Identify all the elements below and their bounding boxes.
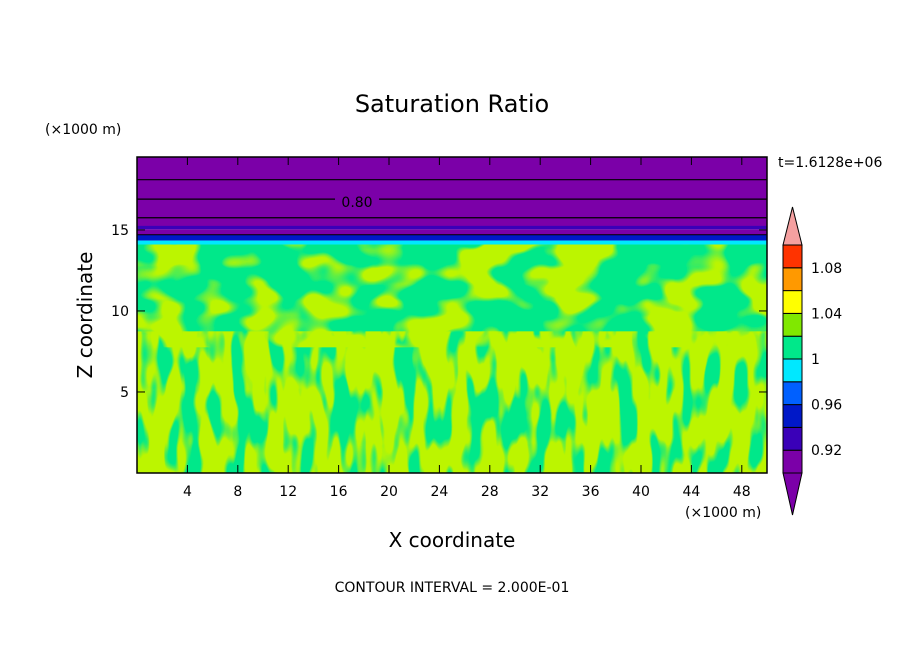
x-tick-label: 36 xyxy=(582,484,600,500)
band-deep-blue xyxy=(137,225,767,230)
x-tick-label: 20 xyxy=(380,484,398,500)
colorbar: 0.92 0.96 1 1.04 1.08 xyxy=(782,206,842,516)
x-tick-label: 4 xyxy=(183,484,192,500)
x-tick-label: 44 xyxy=(682,484,700,500)
contour-label: 0.80 xyxy=(341,195,372,211)
y-tick-label: 15 xyxy=(111,223,129,239)
x-tick-label: 28 xyxy=(481,484,499,500)
colorbar-segment xyxy=(782,404,803,428)
chart-title: Saturation Ratio xyxy=(355,90,549,118)
band-purple xyxy=(137,229,767,235)
colorbar-segment xyxy=(782,449,803,474)
plot-area xyxy=(137,157,767,473)
colorbar-segment xyxy=(782,244,803,269)
contour-label-bg xyxy=(335,193,379,211)
time-label: t=1.6128e+06 xyxy=(778,155,882,171)
colorbar-segment xyxy=(782,335,803,360)
x-tick-label: 24 xyxy=(430,484,448,500)
plot-frame xyxy=(136,156,768,474)
colorbar-tick-label: 1.08 xyxy=(811,261,842,277)
x-axis: 4 8 12 16 20 24 28 32 36 40 44 48 xyxy=(183,157,751,500)
band-cyan xyxy=(137,240,767,245)
x-unit-label: (×1000 m) xyxy=(685,505,761,521)
x-tick-label: 12 xyxy=(279,484,297,500)
x-tick-label: 40 xyxy=(632,484,650,500)
colorbar-tick-label: 0.96 xyxy=(811,398,842,414)
x-tick-label: 16 xyxy=(330,484,348,500)
y-tick-label: 5 xyxy=(120,385,129,401)
y-axis: 5 10 15 xyxy=(111,223,767,401)
y-axis-label: Z coordinate xyxy=(73,252,97,379)
colorbar-segment xyxy=(782,267,803,292)
colorbar-segment xyxy=(782,358,803,383)
colorbar-segment xyxy=(782,290,803,314)
colorbar-tick-label: 0.92 xyxy=(811,443,842,459)
footer-contour-interval: CONTOUR INTERVAL = 2.000E-01 xyxy=(335,580,570,596)
turbulent-patches-upper xyxy=(137,244,767,348)
x-tick-label: 32 xyxy=(531,484,549,500)
colorbar-segment xyxy=(782,381,803,406)
turbulent-patches-lower xyxy=(137,331,767,473)
contour-lines xyxy=(137,179,767,236)
band-blue xyxy=(137,234,767,241)
x-axis-label: X coordinate xyxy=(389,528,516,552)
x-tick-label: 8 xyxy=(233,484,242,500)
colorbar-tick-label: 1 xyxy=(811,352,820,368)
x-tick-label: 48 xyxy=(733,484,751,500)
colorbar-segment xyxy=(782,426,803,451)
y-tick-label: 10 xyxy=(111,304,129,320)
colorbar-over-triangle xyxy=(782,206,803,246)
colorbar-segment xyxy=(782,312,803,337)
region-upper-dry-layer xyxy=(137,157,767,227)
colorbar-under-triangle xyxy=(782,472,803,516)
colorbar-tick-label: 1.04 xyxy=(811,306,842,322)
y-unit-label: (×1000 m) xyxy=(45,122,121,138)
